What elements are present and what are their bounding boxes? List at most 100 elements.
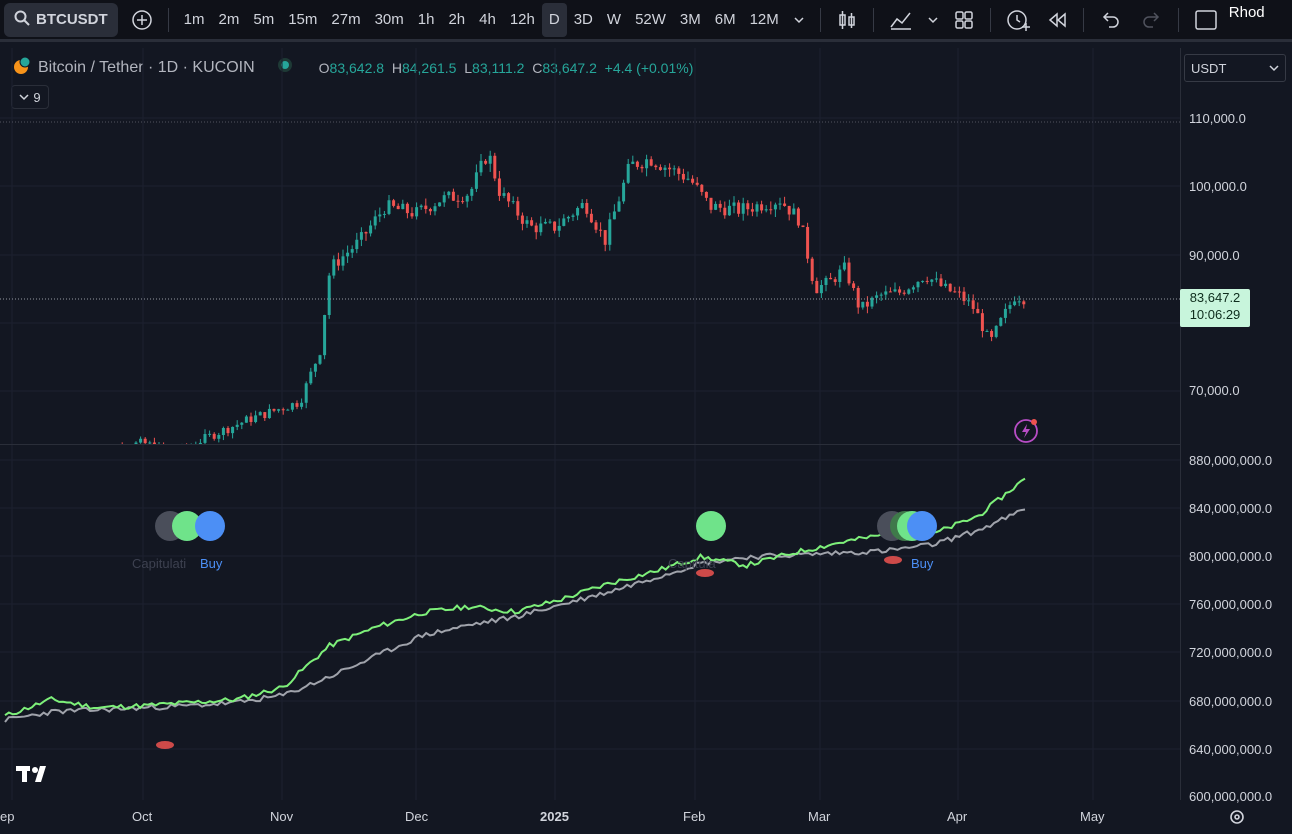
candle-style-icon[interactable]	[829, 3, 865, 37]
candle-body	[658, 167, 662, 170]
candle-body	[723, 207, 727, 216]
chevron-down-icon	[19, 94, 29, 101]
timeframe-3d[interactable]: 3D	[573, 11, 593, 28]
candle-body	[654, 165, 658, 168]
candle-body	[267, 408, 271, 419]
indicator-gray-line	[4, 508, 1026, 723]
price-axis-label: 90,000.0	[1189, 248, 1240, 263]
candle-body	[631, 161, 635, 164]
tradingview-logo-icon	[16, 764, 52, 790]
timeframe-12m[interactable]: 12M	[749, 11, 779, 28]
candle-body	[599, 229, 603, 231]
candle-body	[300, 402, 304, 407]
pane-separator[interactable]	[0, 444, 1180, 445]
candle-body	[507, 193, 511, 202]
candle-body	[369, 225, 373, 234]
candle-body	[313, 363, 317, 372]
timeframe-w[interactable]: W	[606, 11, 622, 28]
timeframe-d[interactable]: D	[541, 2, 567, 37]
candle-body	[677, 168, 681, 174]
candle-body	[594, 222, 598, 230]
candle-body	[484, 160, 488, 164]
alert-icon[interactable]	[999, 3, 1039, 37]
candle-body	[714, 203, 718, 210]
timeframe-5m[interactable]: 5m	[253, 11, 275, 28]
symbol-title[interactable]: Bitcoin / Tether · 1D · KUCOIN	[38, 58, 255, 76]
time-axis-label: Mar	[808, 809, 831, 824]
candle-body	[999, 317, 1003, 326]
candle-body	[953, 291, 957, 293]
timeframe-2m[interactable]: 2m	[218, 11, 240, 28]
undo-icon[interactable]	[1092, 3, 1128, 37]
symbol-label: BTCUSDT	[36, 11, 108, 28]
candle-body	[198, 442, 202, 444]
fullscreen-icon[interactable]	[1187, 3, 1225, 37]
candle-body	[534, 225, 538, 233]
timeframe-3m[interactable]: 3M	[679, 11, 701, 28]
symbol-search-button[interactable]: BTCUSDT	[4, 2, 118, 37]
candle-body	[967, 300, 971, 302]
candle-body	[589, 213, 593, 223]
candle-body	[603, 230, 607, 245]
timeframe-52w[interactable]: 52W	[635, 11, 666, 28]
timeframe-4h[interactable]: 4h	[479, 11, 496, 28]
timeframe-12h[interactable]: 12h	[509, 11, 535, 28]
signal-dot	[907, 511, 937, 541]
candle-body	[898, 289, 902, 293]
redo-icon[interactable]	[1134, 3, 1170, 37]
candle-body	[732, 202, 736, 206]
candle-body	[861, 301, 865, 308]
candle-body	[944, 283, 948, 286]
time-axis-label: Dec	[405, 809, 429, 824]
candle-body	[566, 216, 570, 219]
lightning-alert-icon[interactable]	[1014, 418, 1040, 449]
settings-gear-icon[interactable]	[1228, 808, 1246, 831]
candle-body	[704, 191, 708, 198]
indicators-dropdown-icon[interactable]	[920, 3, 946, 37]
compare-symbol-button[interactable]	[124, 3, 160, 37]
candle-body	[750, 209, 754, 212]
candle-body	[796, 208, 800, 226]
timeframe-dropdown-icon[interactable]	[786, 3, 812, 37]
timeframe-1h[interactable]: 1h	[417, 11, 435, 28]
candle-body	[948, 283, 952, 292]
timeframe-6m[interactable]: 6M	[714, 11, 736, 28]
candle-body	[263, 412, 267, 419]
timeframe-30m[interactable]: 30m	[374, 11, 404, 28]
capitulation-label: Capitulati	[132, 556, 187, 571]
candle-body	[695, 182, 699, 185]
indicators-icon[interactable]	[882, 3, 920, 37]
chevron-down-icon	[1269, 65, 1279, 72]
timeframe-2h[interactable]: 2h	[448, 11, 466, 28]
replay-icon[interactable]	[1039, 3, 1075, 37]
candle-body	[143, 438, 147, 444]
bar-countdown: 10:06:29	[1189, 307, 1241, 322]
timeframe-15m[interactable]: 15m	[288, 11, 318, 28]
toolbar-divider	[1082, 7, 1084, 32]
candle-body	[231, 426, 235, 434]
user-name[interactable]: Rhod	[1228, 4, 1265, 21]
toolbar-divider	[872, 7, 874, 32]
signal-dot	[696, 511, 726, 541]
layout-grid-icon[interactable]	[946, 3, 982, 37]
capitulation-label: Capitula	[668, 556, 716, 571]
indicator-axis-label: 680,000,000.0	[1189, 694, 1273, 709]
candle-body	[493, 155, 497, 179]
main-chart[interactable]	[0, 0, 1180, 800]
price-axis-border	[1180, 48, 1181, 800]
currency-select[interactable]: USDT	[1184, 54, 1286, 82]
candle-body	[718, 203, 722, 208]
candle-body	[612, 211, 616, 220]
time-axis[interactable]: ep Oct Nov Dec 2025 Feb Mar Apr May	[0, 800, 1292, 834]
candle-body	[387, 200, 391, 214]
timeframe-27m[interactable]: 27m	[331, 11, 361, 28]
candle-body	[645, 159, 649, 169]
candle-body	[760, 204, 764, 211]
current-price: 83,647.2	[1189, 290, 1241, 305]
candle-body	[934, 278, 938, 280]
candle-body	[783, 203, 787, 206]
candle-body	[911, 287, 915, 290]
buy-label: Buy	[911, 556, 934, 571]
timeframe-1m[interactable]: 1m	[183, 11, 205, 28]
candle-body	[497, 178, 501, 196]
